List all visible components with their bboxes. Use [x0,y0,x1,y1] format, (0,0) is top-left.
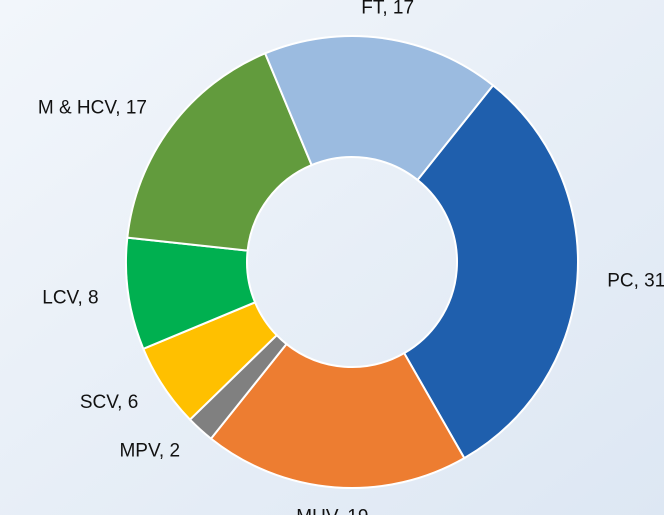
slice [209,342,466,489]
data-label: MUV, 19 [296,506,368,515]
data-label: LCV, 8 [42,288,98,309]
data-label: MPV, 2 [119,441,180,462]
data-label: PC, 31 [607,271,664,292]
data-label: M & HCV, 17 [38,98,147,119]
slice [263,35,495,182]
slice [402,83,579,460]
data-label: SCV, 6 [80,392,138,413]
slice [126,52,313,252]
data-label: FT, 17 [361,0,414,19]
